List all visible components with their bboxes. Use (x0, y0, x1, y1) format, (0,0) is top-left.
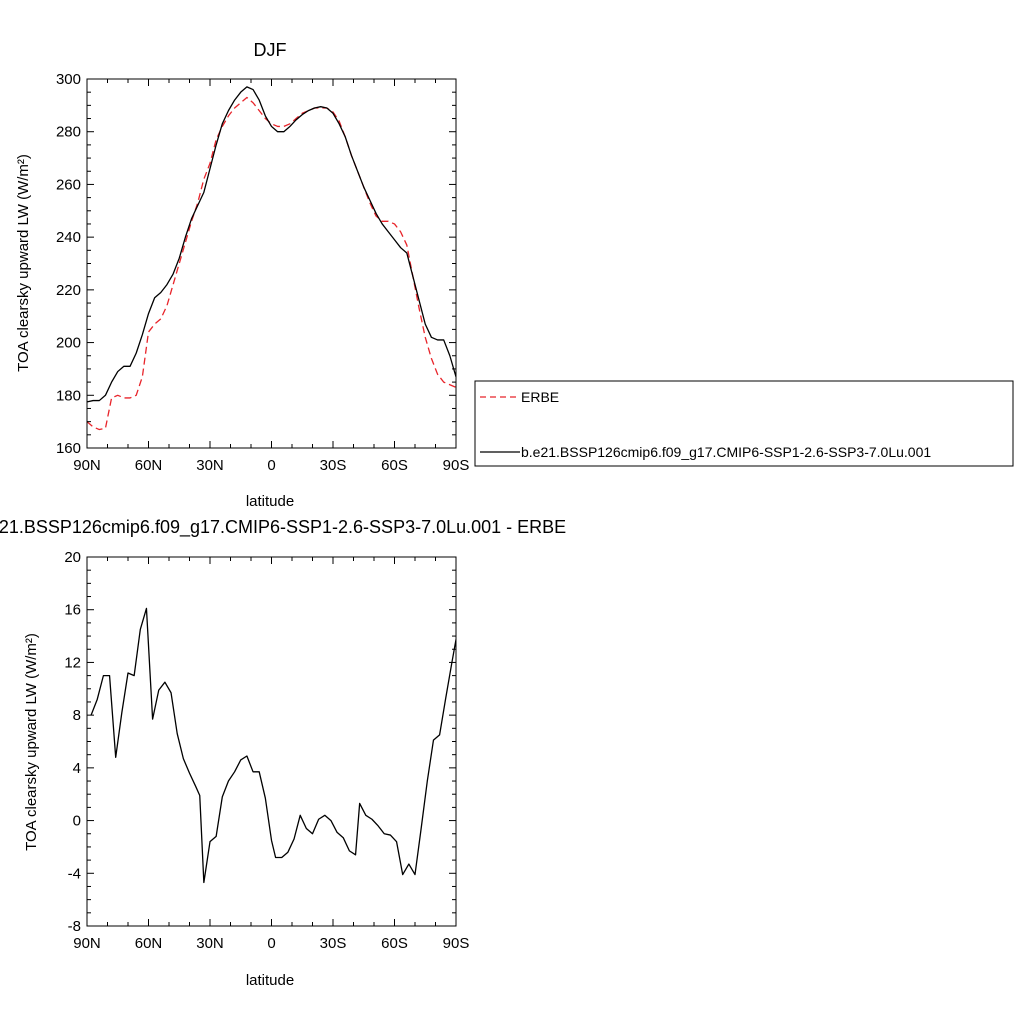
bottom-xtick-label: 30N (196, 935, 224, 952)
top-panel-xlabel: latitude (246, 493, 294, 510)
legend-label-erbe: ERBE (521, 389, 559, 405)
top-ytick-label: 220 (56, 282, 81, 299)
top-ytick-label: 240 (56, 229, 81, 246)
bottom-series-line-0 (90, 607, 456, 884)
bottom-panel: b.e21.BSSP126cmip6.f09_g17.CMIP6-SSP1-2.… (0, 517, 566, 989)
top-ytick-label: 300 (56, 71, 81, 88)
top-panel-ylabel: TOA clearsky upward LW (W/m²) (15, 154, 32, 372)
top-ytick-label: 160 (56, 440, 81, 457)
bottom-ytick-label: 8 (73, 707, 81, 724)
bottom-xtick-label: 60S (381, 935, 408, 952)
bottom-xtick-label: 0 (267, 935, 275, 952)
bottom-ytick-label: -8 (68, 918, 81, 935)
top-panel-frame (86, 78, 457, 449)
bottom-ytick-label: 12 (64, 654, 81, 671)
top-panel: DJF 90N 60N 30N 0 30S 60S 90S 160 180 200 220 240 26… (15, 40, 469, 510)
legend-label-model: b.e21.BSSP126cmip6.f09_g17.CMIP6-SSP1-2.… (521, 444, 931, 460)
top-xtick-label: 60N (135, 457, 163, 474)
top-xtick-label: 30N (196, 457, 224, 474)
bottom-panel-frame (86, 556, 457, 927)
top-xtick-label: 90N (73, 457, 101, 474)
top-series-line-1 (87, 86, 456, 403)
top-series-line-0 (87, 96, 456, 431)
top-ytick-label: 260 (56, 176, 81, 193)
top-panel-title: DJF (254, 40, 287, 60)
top-xtick-label: 90S (443, 457, 470, 474)
top-xtick-label: 60S (381, 457, 408, 474)
bottom-xtick-label: 30S (320, 935, 347, 952)
legend-box (474, 380, 1014, 467)
top-xtick-label: 30S (320, 457, 347, 474)
bottom-xtick-label: 90S (443, 935, 470, 952)
bottom-panel-title: b.e21.BSSP126cmip6.f09_g17.CMIP6-SSP1-2.… (0, 517, 566, 538)
bottom-xtick-label: 60N (135, 935, 163, 952)
bottom-ytick-label: 4 (73, 760, 81, 777)
bottom-panel-xlabel: latitude (246, 972, 294, 989)
legend: ERBE b.e21.BSSP126cmip6.f09_g17.CMIP6-SS… (474, 380, 1014, 467)
bottom-ytick-label: 20 (64, 549, 81, 566)
bottom-ytick-label: -4 (68, 865, 81, 882)
bottom-panel-ylabel: TOA clearsky upward LW (W/m²) (23, 633, 40, 851)
bottom-ytick-label: 16 (64, 602, 81, 619)
top-ytick-label: 280 (56, 124, 81, 141)
bottom-ytick-label: 0 (73, 813, 81, 830)
top-ytick-label: 200 (56, 335, 81, 352)
bottom-xtick-label: 90N (73, 935, 101, 952)
top-xtick-label: 0 (267, 457, 275, 474)
top-ytick-label: 180 (56, 387, 81, 404)
